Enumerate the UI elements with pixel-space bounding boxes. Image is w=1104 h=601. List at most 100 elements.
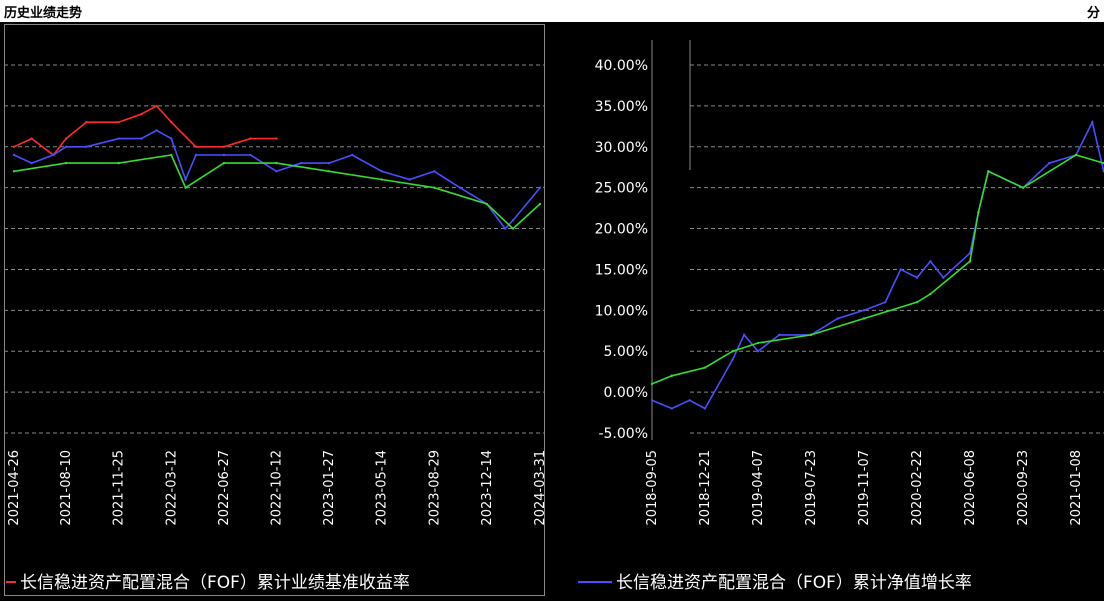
right-series-point	[778, 333, 781, 337]
left-series-point	[380, 178, 383, 181]
left-series-point	[222, 153, 226, 157]
left-series-point	[458, 186, 462, 189]
right-series-point	[650, 382, 654, 386]
right-series-point	[742, 333, 746, 337]
right-series-point	[977, 211, 980, 214]
left-series-point	[12, 170, 16, 173]
right-series-point	[703, 407, 707, 410]
left-series-line-2	[13, 154, 541, 230]
right-series-point	[942, 276, 945, 279]
right-series-point	[756, 350, 760, 353]
left-series-point	[275, 137, 278, 140]
left-x-tick-label: 2023-12-14	[480, 450, 495, 526]
right-series-point	[987, 170, 990, 173]
right-legend-label: 长信稳进资产配置混合（FOF）累计净值增长率	[616, 573, 972, 593]
left-series-point	[275, 161, 278, 165]
right-series-point	[731, 358, 734, 361]
right-series-point	[731, 350, 734, 353]
left-series-point	[222, 161, 226, 165]
left-series-line-0	[13, 104, 277, 157]
right-y-tick-label: 40.00%	[595, 58, 648, 74]
window-title: 历史业绩走势	[4, 6, 83, 21]
right-x-tick-label: 2018-09-05	[645, 450, 660, 526]
left-x-axis-ticks: 2021-04-26 2021-08-10 2021-11-25 2022-03-12…	[7, 450, 548, 526]
right-y-tick-label: 5.00%	[604, 344, 648, 360]
right-series-point	[929, 260, 932, 263]
legends: 长信稳进资产配置混合（FOF）累计业绩基准收益率 长信稳进资产配置混合（FOF）累…	[6, 573, 972, 593]
right-series-line-0	[651, 119, 1104, 410]
left-x-tick-label: 2023-08-29	[427, 450, 442, 526]
left-gridlines	[4, 64, 545, 434]
left-series-point	[170, 121, 173, 124]
right-y-tick-label: 25.00%	[595, 181, 648, 197]
left-x-tick-label: 2023-05-14	[375, 450, 390, 526]
right-x-tick-label: 2019-04-07	[751, 450, 766, 526]
right-y-tick-label: -5.00%	[598, 426, 648, 442]
right-series-point	[688, 399, 691, 402]
left-x-tick-label: 2021-04-26	[7, 450, 22, 526]
right-series-point	[809, 333, 813, 337]
right-series-point	[899, 268, 902, 271]
right-y-axis-ticks: 40.00% 35.00% 30.00% 25.00% 20.00% 15.00% 10.0…	[595, 58, 648, 442]
right-series-point	[1074, 153, 1078, 157]
left-series-point	[170, 153, 173, 157]
left-series-point	[117, 137, 120, 140]
left-series-point	[140, 112, 143, 116]
right-series-point	[1091, 121, 1094, 124]
left-series	[12, 104, 542, 230]
right-x-axis-ticks: 2018-09-05 2018-12-21 2019-04-07 2019-07-23…	[645, 450, 1084, 526]
left-series-point	[433, 186, 436, 189]
left-series-point	[275, 170, 278, 173]
left-series-point	[85, 121, 88, 124]
left-legend-label: 长信稳进资产配置混合（FOF）累计业绩基准收益率	[20, 573, 410, 593]
left-x-tick-label: 2022-10-12	[270, 450, 285, 526]
right-series-point	[670, 407, 674, 410]
left-series-point	[30, 137, 33, 140]
left-series-point	[351, 153, 354, 157]
left-series-point	[408, 178, 411, 181]
right-y-tick-label: 15.00%	[595, 262, 648, 278]
left-series-point	[85, 145, 88, 148]
right-x-tick-label: 2020-09-23	[1016, 450, 1031, 526]
left-x-tick-label: 2022-03-12	[164, 450, 179, 526]
right-series-point	[968, 260, 972, 263]
left-series-line-1	[13, 129, 541, 230]
left-x-tick-label: 2023-01-27	[322, 450, 337, 526]
left-x-tick-label: 2024-03-31	[533, 450, 548, 526]
left-series-point	[222, 145, 226, 148]
right-series-point	[915, 300, 919, 304]
right-series-point	[670, 374, 674, 377]
right-series-point	[836, 317, 839, 320]
left-series-point	[12, 145, 16, 148]
right-x-tick-label: 2019-11-07	[857, 450, 872, 526]
right-x-tick-label: 2020-02-22	[910, 450, 925, 526]
left-series-point	[184, 186, 187, 189]
left-series-point	[511, 227, 515, 230]
left-series-point	[249, 137, 252, 140]
left-series-point	[327, 170, 331, 173]
left-series-point	[433, 170, 436, 173]
left-series-point	[299, 161, 303, 165]
left-series-point	[538, 202, 542, 206]
left-series-point	[380, 170, 383, 173]
left-series-point	[30, 161, 33, 165]
right-y-tick-label: 35.00%	[595, 99, 648, 115]
right-gridlines	[651, 40, 1104, 440]
right-series-point	[756, 341, 760, 345]
left-series-point	[64, 137, 68, 140]
right-series-point	[929, 292, 932, 296]
left-series-point	[117, 161, 120, 165]
left-series-point	[170, 137, 173, 140]
left-series-point	[52, 153, 55, 157]
left-series-point	[117, 121, 120, 124]
right-x-tick-label: 2018-12-21	[698, 450, 713, 526]
left-series-point	[194, 145, 198, 148]
corner-label: 分	[1086, 6, 1100, 21]
right-series	[650, 119, 1104, 410]
right-series-point	[884, 300, 887, 304]
left-x-tick-label: 2021-11-25	[112, 450, 127, 526]
left-series-point	[511, 219, 515, 222]
right-series-point	[1021, 186, 1025, 189]
left-series-point	[194, 153, 198, 157]
